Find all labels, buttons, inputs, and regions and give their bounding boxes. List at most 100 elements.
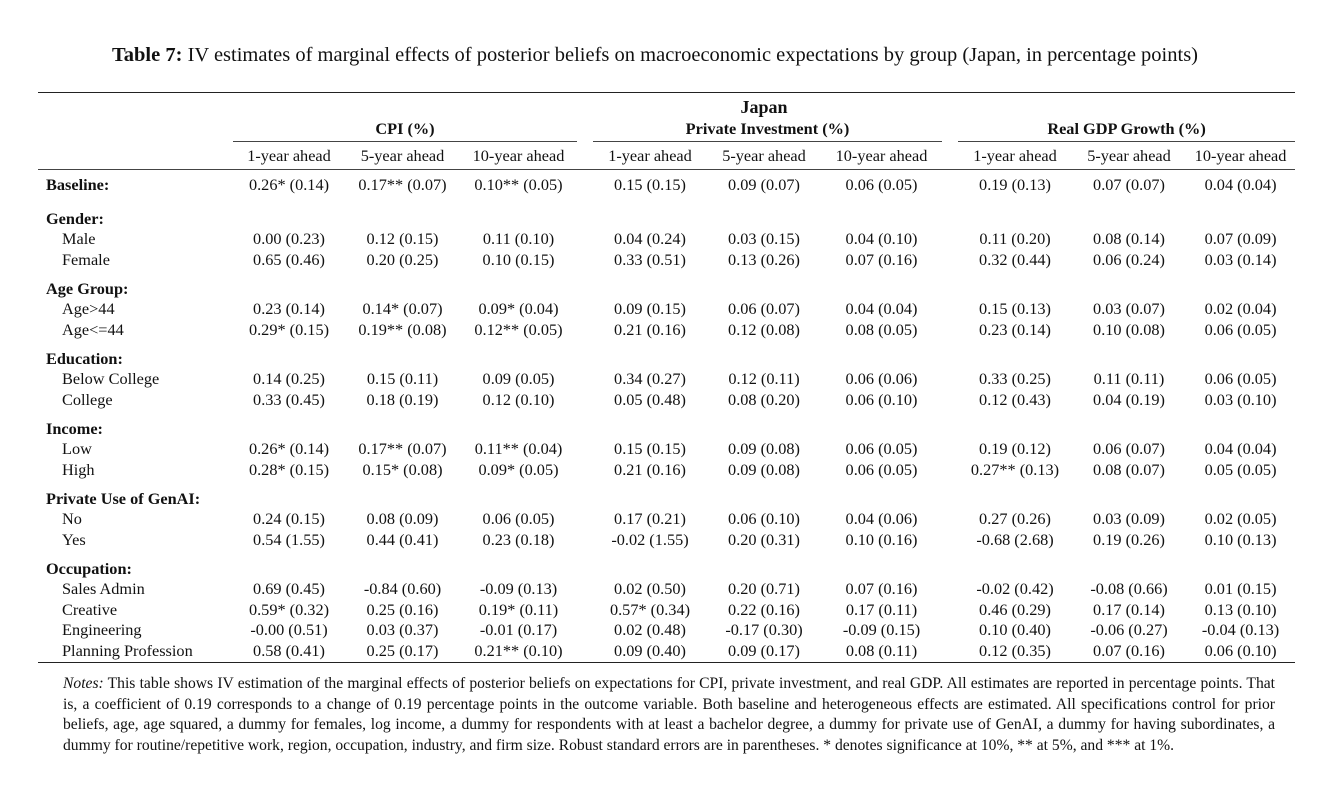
table-row: Age>44 0.23 (0.14) 0.14* (0.07) 0.09* (0.04… [38,299,1295,320]
table-row: Planning Profession 0.58 (0.41) 0.25 (0.17… [38,640,1296,663]
table-cell: 0.21 (0.16) [614,459,686,479]
table-cell: 0.03 (0.37) [366,620,439,640]
table-cell: 0.12 (0.35) [958,640,1072,663]
header-horizon: 10-year ahead [472,145,565,165]
table-cell: 0.07 (0.07) [1093,175,1165,194]
table-cell: 0.10** (0.05) [474,175,563,194]
table-cell: 0.10 (0.13) [1204,529,1277,549]
table-cell: 0.04 (0.10) [845,229,918,249]
table-cell: 0.15 (0.15) [614,175,686,194]
table-cell: 0.17** (0.07) [358,175,447,194]
table-cell: 0.15* (0.08) [362,459,443,479]
table-cell: 0.06 (0.10) [728,509,800,529]
table-cell: 0.09 (0.17) [707,640,821,663]
table-cell: 0.05 (0.05) [1204,459,1277,479]
table-row: Male 0.00 (0.23) 0.12 (0.15) 0.11 (0.10) 0.0… [38,229,1295,250]
table-cell: 0.06 (0.10) [845,389,918,409]
table-row: Below College 0.14 (0.25) 0.15 (0.11) 0.09 … [38,369,1295,390]
table-cell: 0.10 (0.40) [979,620,1051,640]
table-cell: 0.12** (0.05) [474,319,563,339]
header-horizon: 1-year ahead [973,145,1057,165]
table-cell: 0.20 (0.71) [728,579,800,599]
table-row: Female 0.65 (0.46) 0.20 (0.25) 0.10 (0.15) 0… [38,250,1295,271]
header-horizon: 1-year ahead [247,145,331,165]
table-cell: 0.06 (0.05) [1204,369,1277,389]
section-title: Age Group: [46,279,129,298]
section-title: Occupation: [46,559,132,578]
table-cell: -0.02 (1.55) [611,529,689,549]
table-cell: -0.09 (0.13) [479,579,558,599]
section-title: Income: [46,419,103,438]
table-cell: 0.17** (0.07) [358,439,447,459]
table-cell: 0.21** (0.10) [460,640,577,663]
table-cell: 0.09* (0.04) [478,299,559,319]
table-cell: -0.01 (0.17) [479,620,558,640]
table-cell: 0.10 (0.08) [1093,319,1165,339]
table-cell: 0.02 (0.04) [1204,299,1277,319]
section-title: Private Use of GenAI: [46,489,201,508]
table-row: Creative 0.59* (0.32) 0.25 (0.16) 0.19* (0.… [38,600,1295,621]
row-label: Age>44 [62,299,115,319]
section-header-row: Gender: [38,208,1295,229]
table-cell: 0.33 (0.51) [614,249,686,269]
table-cell: 0.19* (0.11) [478,599,559,619]
table-cell: 0.04 (0.04) [1204,439,1277,459]
table-cell: 0.26* (0.14) [248,175,330,194]
table-cell: 0.28* (0.15) [248,459,330,479]
table-cell: 0.06 (0.05) [845,175,918,194]
section-header-row: Income: [38,418,1295,439]
table-cell: 0.11 (0.20) [979,229,1051,249]
table-cell: 0.25 (0.17) [345,640,460,663]
row-label: Male [62,229,96,249]
table-cell: 0.18 (0.19) [366,389,439,409]
table-cell: -0.84 (0.60) [363,579,442,599]
table-cell: 0.04 (0.04) [845,299,918,319]
header-horizon: 10-year ahead [1194,145,1287,165]
table-row: No 0.24 (0.15) 0.08 (0.09) 0.06 (0.05) 0.17 … [38,509,1295,530]
table-cell: 0.19** (0.08) [358,319,447,339]
section-title: Gender: [46,209,104,228]
table-cell: 0.11** (0.04) [474,439,563,459]
table-cell: 0.03 (0.10) [1204,389,1277,409]
table-cell: 0.09 (0.40) [593,640,707,663]
section-gap [38,200,1295,208]
header-country: Japan [233,92,1296,118]
table-row: Engineering -0.00 (0.51) 0.03 (0.37) -0.01 … [38,620,1295,641]
table-cell: 0.11 (0.11) [1093,369,1165,389]
table-cell: -0.68 (2.68) [976,529,1054,549]
table-cell: 0.06 (0.05) [1204,319,1277,339]
row-label: Low [62,439,92,459]
section-header-row: Age Group: [38,278,1295,299]
table-cell: 0.07 (0.09) [1204,229,1277,249]
table-caption: Table 7: IV estimates of marginal effect… [0,44,1310,67]
table-cell: 0.08 (0.14) [1093,229,1165,249]
table-cell: 0.04 (0.19) [1093,389,1165,409]
table-cell: 0.12 (0.11) [728,369,800,389]
table-cell: 0.32 (0.44) [979,249,1051,269]
table-cell: -0.06 (0.27) [1090,620,1168,640]
table-cell: 0.65 (0.46) [253,249,325,269]
table-cell: 0.11 (0.10) [482,229,555,249]
header-group-cpi: CPI (%) [233,118,577,142]
header-group-private-investment: Private Investment (%) [593,118,942,142]
section-gap [38,550,1295,558]
table-cell: 0.33 (0.45) [253,389,325,409]
table-cell: 0.20 (0.31) [728,529,800,549]
table-cell: 0.02 (0.48) [614,620,686,640]
table-cell: 0.09 (0.15) [614,299,686,319]
table-cell: 0.12 (0.43) [979,389,1051,409]
table-cell: 0.20 (0.25) [366,249,439,269]
table-row: College 0.33 (0.45) 0.18 (0.19) 0.12 (0.10)… [38,390,1295,411]
table-cell: 0.12 (0.08) [728,319,800,339]
table-cell: 0.33 (0.25) [979,369,1051,389]
table-cell: 0.06 (0.10) [1186,640,1296,663]
table-cell: 0.10 (0.15) [482,249,555,269]
table-cell: 0.17 (0.21) [614,509,686,529]
table-cell: 0.15 (0.13) [979,299,1051,319]
table-cell: -0.17 (0.30) [725,620,803,640]
table-row: High 0.28* (0.15) 0.15* (0.08) 0.09* (0.05)… [38,460,1295,481]
row-label: High [62,459,95,479]
section-gap [38,270,1295,278]
table-cell: 0.19 (0.12) [979,439,1051,459]
table-cell: 0.27 (0.26) [979,509,1051,529]
